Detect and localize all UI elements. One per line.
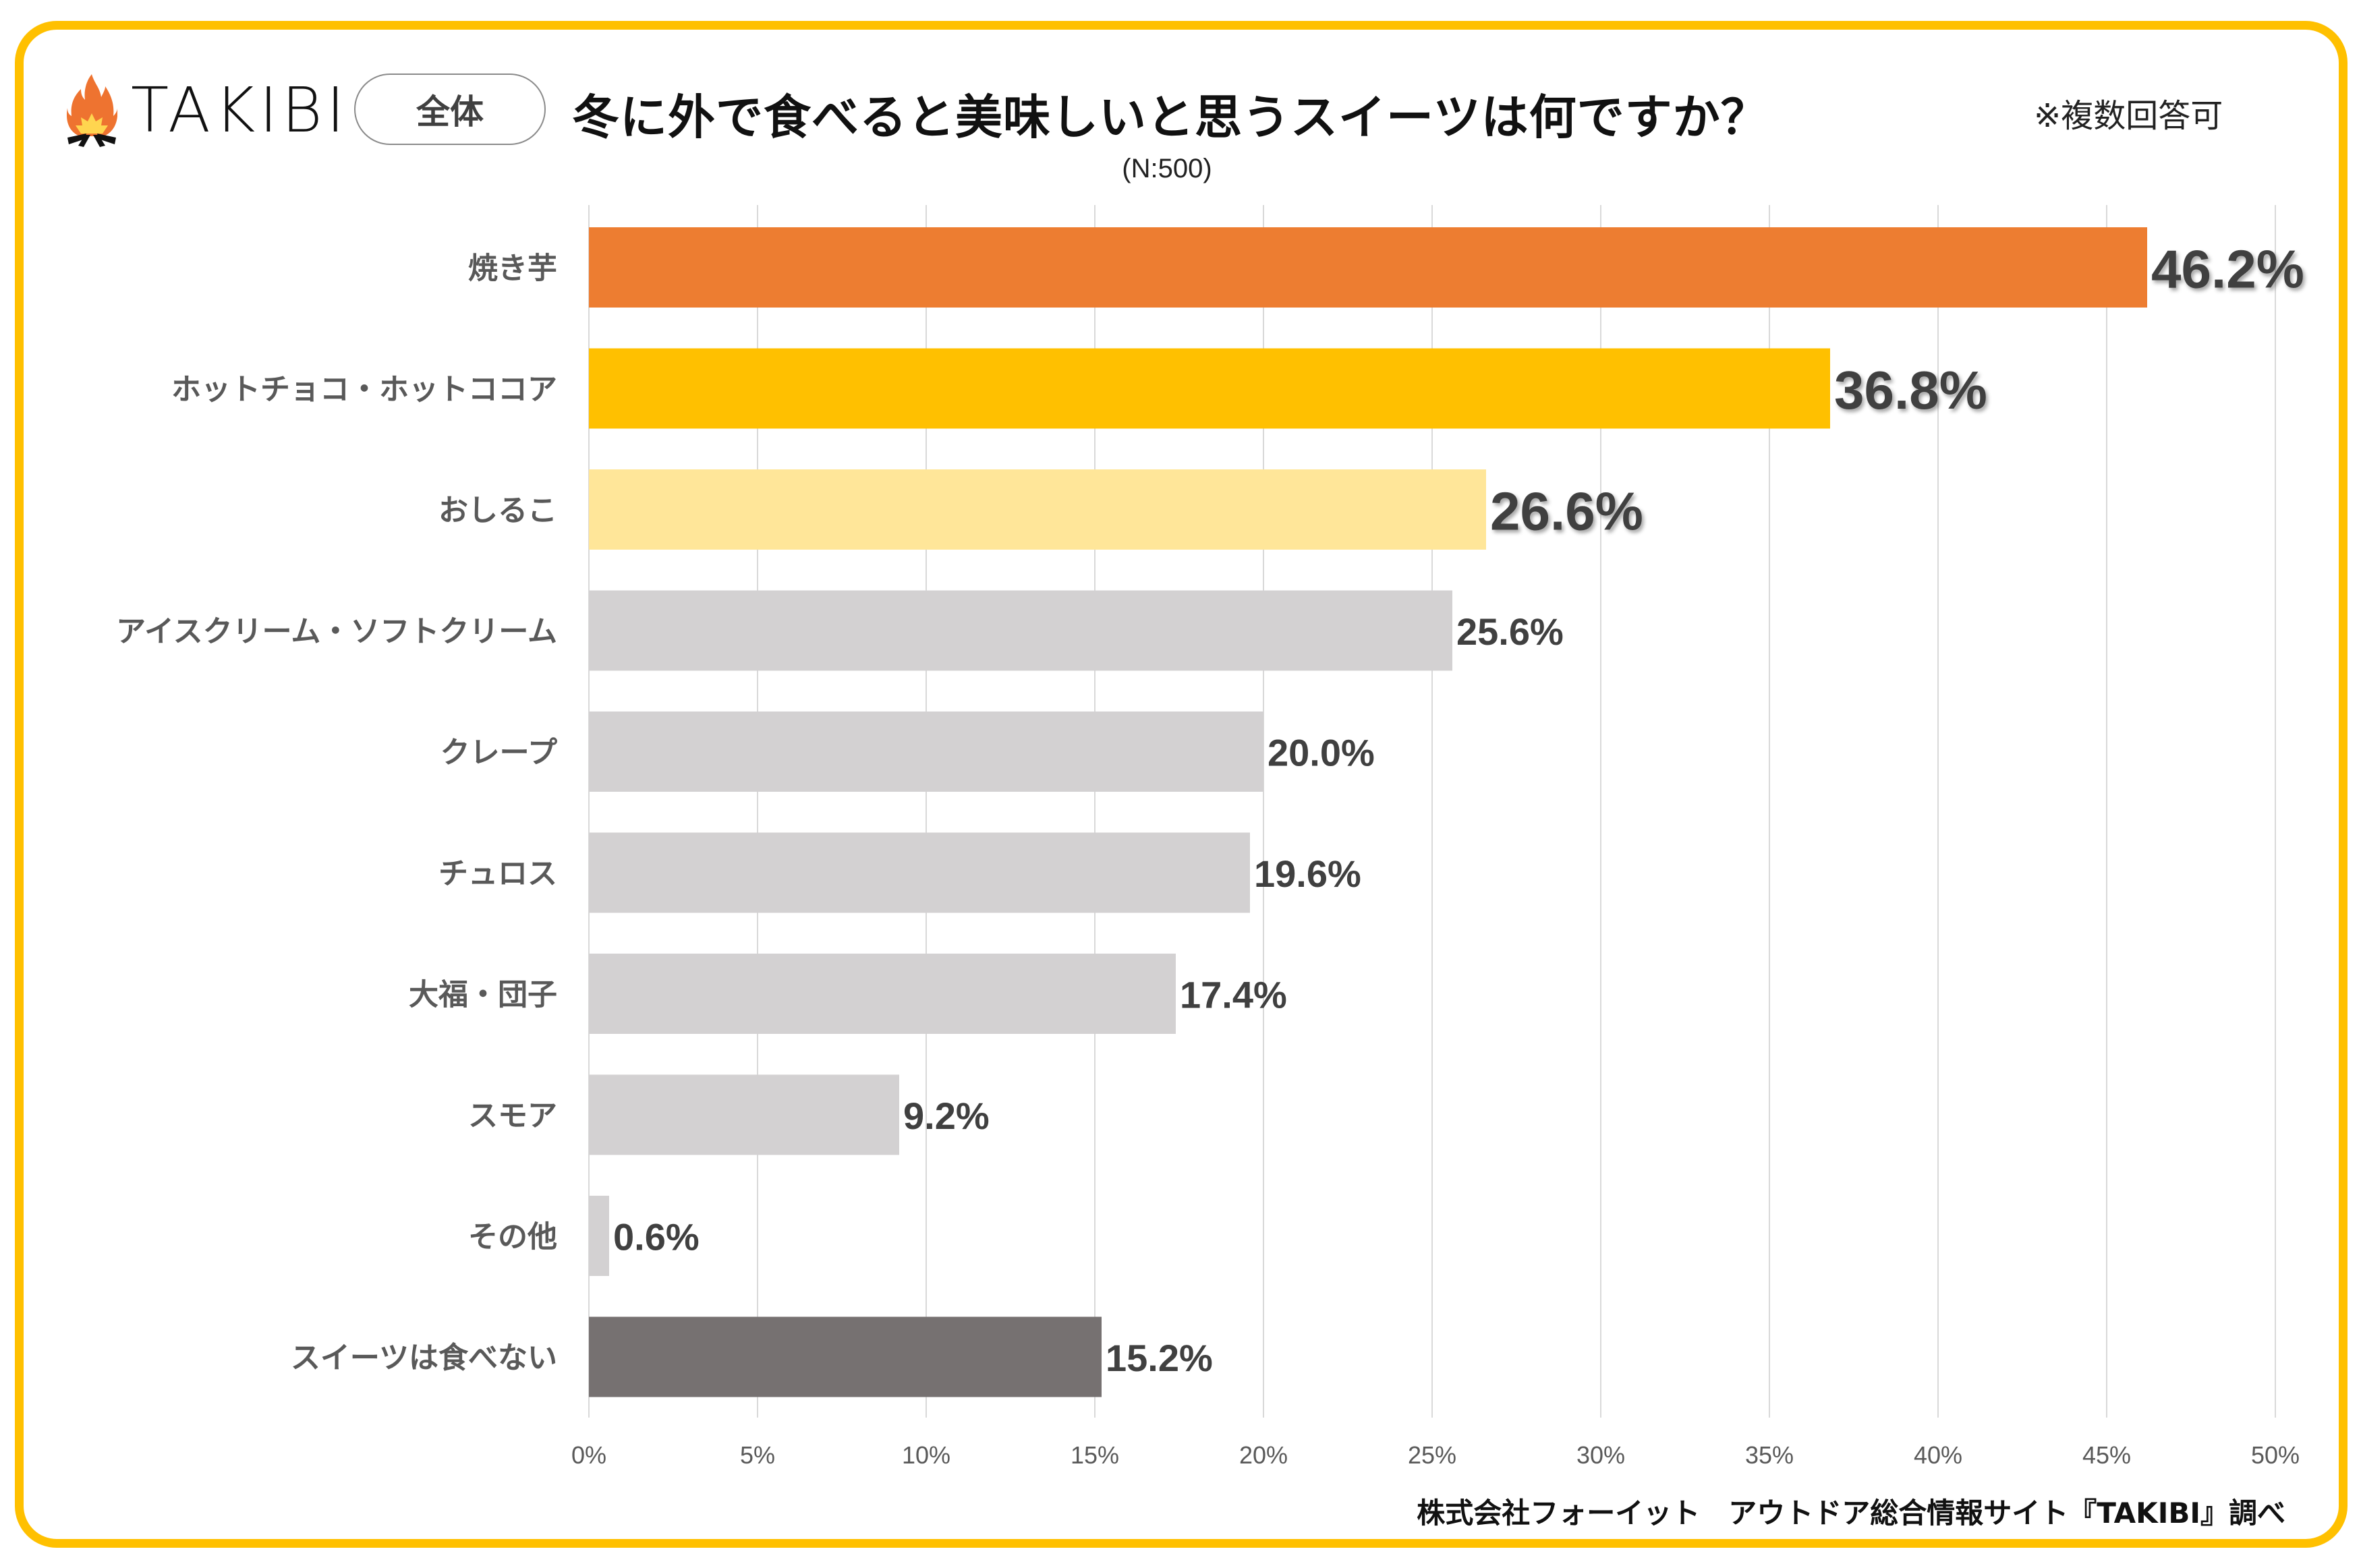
x-tick-label: 15% — [1071, 1441, 1119, 1469]
multiple-answer-note: ※複数回答可 — [2034, 97, 2223, 135]
category-label: スモア — [468, 1099, 557, 1133]
value-label: 17.4% — [1180, 974, 1287, 1016]
bar — [589, 712, 1263, 792]
x-tick-label: 35% — [1745, 1441, 1794, 1469]
value-label: 46.2% — [2151, 239, 2304, 299]
bar — [589, 954, 1176, 1034]
bar — [589, 348, 1830, 429]
bar — [589, 1074, 899, 1155]
category-label: チュロス — [438, 856, 557, 891]
x-tick-label: 45% — [2082, 1441, 2131, 1469]
value-label: 19.6% — [1254, 852, 1361, 895]
card-border — [15, 21, 2348, 1548]
bar — [589, 1196, 609, 1276]
category-label: 焼き芋 — [468, 252, 557, 286]
chart-title: 冬に外で食べると美味しいと思うスイーツは何ですか？ — [572, 90, 1769, 145]
value-label: 25.6% — [1456, 610, 1564, 653]
category-label: その他 — [468, 1220, 557, 1254]
value-label: 26.6% — [1490, 482, 1643, 542]
x-tick-label: 30% — [1576, 1441, 1625, 1469]
category-label: スイーツは食べない — [291, 1341, 557, 1375]
campfire-icon — [67, 74, 117, 147]
category-label: アイスクリーム・ソフトクリーム — [116, 614, 557, 649]
x-tick-label: 25% — [1408, 1441, 1456, 1469]
bar — [589, 832, 1250, 913]
bar — [589, 469, 1486, 550]
bar — [589, 1316, 1102, 1397]
brand-name: TAKIBI — [131, 74, 349, 146]
brand-logo: TAKIBI — [66, 73, 349, 148]
value-label: 9.2% — [903, 1095, 990, 1137]
category-label: ホットチョコ・ホットココア — [171, 372, 557, 407]
value-label: 0.6% — [613, 1216, 700, 1258]
category-label: クレープ — [440, 736, 557, 770]
value-label: 36.8% — [1834, 360, 1987, 420]
bar — [589, 590, 1452, 671]
x-tick-label: 50% — [2251, 1441, 2300, 1469]
segment-badge: 全体 — [354, 74, 546, 145]
source-credit: 株式会社フォーイット アウトドア総合情報サイト『TAKIBI』調べ — [1417, 1497, 2285, 1530]
bars — [589, 227, 2147, 1397]
value-labels: 46.2% 36.8% 26.6% 25.6% 20.0% 19.6% 17.4% 9.2% 0… — [613, 239, 2304, 1380]
bar — [589, 227, 2147, 308]
x-tick-label: 0% — [571, 1441, 606, 1469]
value-label: 15.2% — [1106, 1337, 1213, 1379]
x-axis-ticks: 0% 5% 10% 15% 20% 25% 30% 35% 40% 45% 50% — [571, 1441, 2300, 1469]
x-tick-label: 20% — [1239, 1441, 1288, 1469]
x-tick-label: 5% — [740, 1441, 775, 1469]
category-label: 大福・団子 — [409, 978, 557, 1012]
sample-size: (N:500) — [1122, 154, 1212, 183]
category-labels: 焼き芋ホットチョコ・ホットココアおしるこアイスクリーム・ソフトクリームクレープチ… — [116, 252, 557, 1376]
x-tick-label: 10% — [902, 1441, 950, 1469]
value-label: 20.0% — [1268, 732, 1375, 774]
category-label: おしるこ — [438, 494, 557, 528]
x-tick-label: 40% — [1914, 1441, 1962, 1469]
